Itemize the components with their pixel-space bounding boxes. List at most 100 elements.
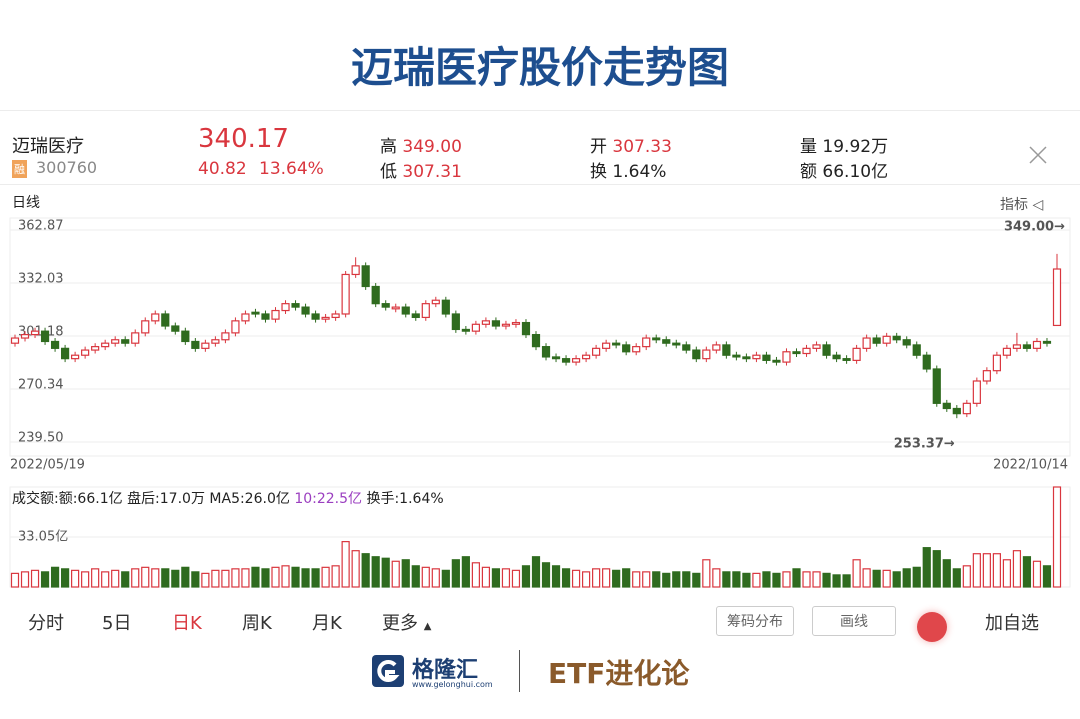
stock-name: 迈瑞医疗 — [12, 136, 84, 157]
candle-body — [271, 309, 280, 320]
candle-body — [722, 344, 731, 356]
volume-bar — [712, 568, 721, 588]
candle-body — [632, 346, 641, 353]
candle-body — [331, 313, 340, 319]
tab[interactable]: 月K — [312, 613, 342, 634]
volume-bar — [451, 559, 460, 588]
tab-active[interactable]: 日K — [172, 613, 202, 634]
candle-body — [1052, 268, 1062, 327]
volume-bar — [541, 562, 551, 588]
volume-bar — [101, 571, 110, 588]
volume-bar — [361, 553, 370, 588]
candle-body — [541, 346, 551, 358]
volume-bar — [271, 566, 280, 588]
y-tick-label: 270.34 — [18, 378, 64, 393]
candle-body — [762, 354, 771, 361]
candle-body — [812, 344, 821, 349]
candle-body — [662, 339, 671, 344]
badge: 融 — [12, 160, 27, 178]
candle-body — [171, 325, 180, 332]
volume-bar — [341, 541, 350, 588]
candle-body — [1032, 340, 1042, 349]
stock-code: 300760 — [36, 158, 98, 177]
candle-body — [291, 303, 300, 308]
volume-bar — [281, 565, 290, 588]
y-tick-label: 301.18 — [18, 325, 64, 340]
volume-bar — [571, 569, 581, 588]
button[interactable]: 筹码分布 — [716, 606, 794, 636]
volume-bar — [291, 566, 300, 588]
label: 低 — [380, 162, 397, 182]
volume-bar — [602, 568, 611, 588]
value: 1.64% — [612, 162, 667, 182]
candle-body — [111, 339, 120, 344]
x-tick-label: 2022/10/14 — [993, 458, 1068, 473]
volume-bar — [471, 562, 480, 588]
volume-bar — [942, 559, 951, 588]
button[interactable]: 加自选 — [985, 613, 1039, 634]
volume-bar — [581, 571, 591, 588]
candle-body — [231, 320, 240, 334]
volume-bar — [972, 553, 981, 588]
volume-bar — [752, 572, 761, 588]
volume-bar — [872, 569, 881, 588]
volume-bar — [1012, 550, 1022, 588]
close-button[interactable] — [1028, 145, 1048, 165]
volume-bar — [792, 568, 801, 588]
tab[interactable]: 分时 — [28, 613, 64, 634]
candle-body — [521, 321, 531, 336]
candle-body — [101, 342, 110, 348]
candle-body — [672, 342, 681, 346]
divider — [519, 650, 520, 692]
volume-bar — [782, 571, 791, 588]
candle-body — [1042, 340, 1052, 344]
volume-bar — [832, 574, 841, 588]
candle-body — [391, 306, 400, 310]
candle-body — [892, 335, 901, 341]
record-icon[interactable] — [917, 612, 947, 642]
volume-bar — [912, 566, 921, 588]
candle-body — [491, 320, 501, 327]
tab[interactable]: 周K — [242, 613, 272, 634]
button[interactable]: 画线 — [812, 606, 896, 636]
y-tick-label: 332.03 — [18, 271, 64, 286]
volume-bar — [91, 568, 100, 588]
volume-bar — [772, 572, 781, 588]
volume-bar — [672, 571, 681, 588]
volume-bar — [121, 571, 130, 588]
candle-body — [451, 313, 460, 331]
candle-body — [782, 351, 791, 363]
candle-body — [692, 349, 701, 360]
volume-bar — [682, 571, 691, 588]
volume-bar — [822, 572, 831, 588]
candle-body — [361, 265, 370, 288]
candle-body — [71, 354, 80, 360]
volume-bar — [331, 565, 340, 588]
volume-bar — [1042, 565, 1052, 588]
candle-body — [622, 344, 631, 353]
candle-body — [682, 344, 691, 351]
candle-body — [261, 313, 270, 320]
volume-bar — [351, 550, 360, 588]
candle-body — [121, 339, 130, 344]
candle-body — [992, 354, 1001, 372]
candle-body — [91, 346, 100, 351]
volume-bar — [211, 569, 220, 588]
volume-bar — [842, 574, 851, 588]
candle-body — [181, 330, 190, 343]
volume-bar — [982, 553, 991, 588]
volume-bar — [762, 571, 771, 588]
candle-body — [421, 303, 430, 319]
label: 开 — [590, 137, 607, 157]
candle-body — [281, 303, 290, 312]
tab[interactable]: 5日 — [102, 613, 132, 634]
volume-bar — [531, 556, 541, 588]
candle-body — [531, 333, 541, 348]
candle-body — [942, 402, 951, 410]
candle-body — [471, 323, 480, 332]
candle-body — [511, 321, 521, 325]
indicator-button[interactable]: 指标 ◁ — [1000, 197, 1044, 213]
candle-body — [371, 285, 380, 305]
tab[interactable]: 更多 ▲ — [382, 613, 432, 634]
